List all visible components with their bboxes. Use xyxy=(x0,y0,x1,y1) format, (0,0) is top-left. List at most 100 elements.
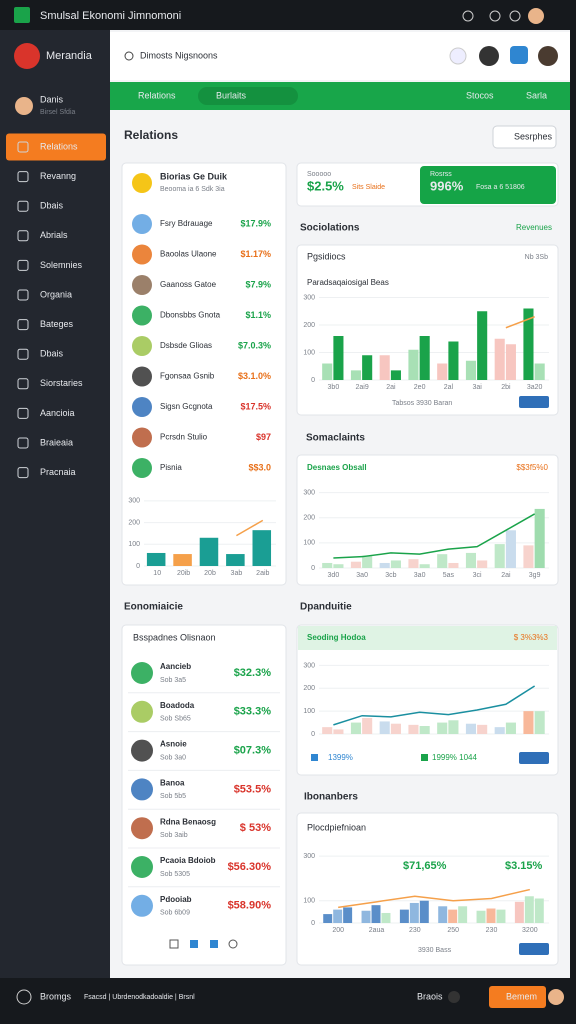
bar xyxy=(350,722,362,734)
search-text[interactable]: Dimosts Nigsnoons xyxy=(140,50,218,60)
chart-tool[interactable] xyxy=(519,943,549,955)
bar xyxy=(505,722,516,734)
x-tick-label: 2al xyxy=(444,384,454,391)
page-button[interactable] xyxy=(228,939,238,949)
y-tick-label: 100 xyxy=(303,349,315,356)
bar xyxy=(448,341,459,380)
bar xyxy=(362,355,373,380)
y-tick-label: 100 xyxy=(128,541,140,548)
avatar xyxy=(132,397,152,417)
footer-button-text[interactable]: Bemem xyxy=(506,991,537,1001)
nav-link[interactable]: Relations xyxy=(138,90,176,100)
row-name[interactable]: Asnoie xyxy=(160,740,187,749)
x-tick-label: 3200 xyxy=(522,927,538,934)
panel-title: Seoding Hodoa xyxy=(307,633,366,642)
bar xyxy=(419,564,430,568)
row-name[interactable]: Boadoda xyxy=(160,701,195,710)
chart-tool[interactable] xyxy=(519,396,549,408)
panel-title: Desnaes Obsall xyxy=(307,463,367,472)
notification[interactable] xyxy=(449,47,467,65)
page-button[interactable] xyxy=(169,939,179,949)
y-tick-label: 0 xyxy=(311,565,315,572)
contact-name[interactable]: Pisnia xyxy=(160,463,182,472)
search-button[interactable] xyxy=(492,125,557,149)
menu-item[interactable]: Pracnaia xyxy=(40,467,76,477)
user-avatar xyxy=(15,97,33,115)
window-icon[interactable] xyxy=(509,10,521,22)
avatar xyxy=(131,700,153,723)
x-tick-label: 3a0 xyxy=(356,572,368,579)
stat-value: 996% xyxy=(430,178,464,193)
row-name[interactable]: Aancieb xyxy=(160,662,191,671)
window-icon[interactable] xyxy=(462,10,474,22)
menu-item[interactable]: Relations xyxy=(40,141,78,151)
contact-name[interactable]: Fgonsaa Gsnib xyxy=(160,372,215,381)
x-tick-label: 3ab xyxy=(231,570,243,577)
bar xyxy=(408,724,419,734)
bar xyxy=(371,905,381,923)
pill-text[interactable]: Burlaits xyxy=(216,90,247,100)
x-tick-label: 2e0 xyxy=(414,384,426,391)
panel-title: Bsspadnes Olisnaon xyxy=(133,632,216,642)
footer-button[interactable] xyxy=(489,986,546,1008)
bar xyxy=(486,908,496,923)
y-tick-label: 0 xyxy=(311,731,315,738)
section-title: Sociolations xyxy=(300,223,360,234)
bar xyxy=(408,559,419,568)
menu-item[interactable]: Aancioia xyxy=(40,408,75,418)
contact-name[interactable]: Baoolas Ulaone xyxy=(160,250,217,259)
x-tick-label: 3d0 xyxy=(328,572,340,579)
section-link[interactable]: Revenues xyxy=(516,223,552,232)
contact-value: $97 xyxy=(256,432,271,442)
row-name[interactable]: Banoa xyxy=(160,779,185,788)
menu-item[interactable]: Dbais xyxy=(40,349,64,359)
pill[interactable] xyxy=(198,87,298,105)
menu-item[interactable]: Dbais xyxy=(40,201,64,211)
x-tick-label: 2ai xyxy=(386,384,396,391)
bar xyxy=(458,906,468,923)
contact-name[interactable]: Sigsn Gcgnota xyxy=(160,402,213,411)
window-icon[interactable] xyxy=(489,10,501,22)
menu-item[interactable]: Siorstaries xyxy=(40,378,83,388)
y-tick-label: 200 xyxy=(303,515,315,522)
menu-item[interactable]: Organia xyxy=(40,289,72,299)
chart-tool[interactable] xyxy=(519,752,549,764)
menu-item[interactable]: Braieaia xyxy=(40,437,73,447)
menu-item[interactable]: Abrials xyxy=(40,230,68,240)
x-tick-label: 2ai xyxy=(501,572,511,579)
y-tick-label: 300 xyxy=(303,853,315,860)
contact-name[interactable]: Pcrsdn Stulio xyxy=(160,433,208,442)
row-name[interactable]: Pdooiab xyxy=(160,895,192,904)
menu-item[interactable]: Revanng xyxy=(40,171,76,181)
contact-name[interactable]: Dsbsde Glioas xyxy=(160,341,212,350)
menu-item[interactable]: Bateges xyxy=(40,319,74,329)
avatar[interactable] xyxy=(548,989,564,1005)
icon-button[interactable] xyxy=(510,46,528,64)
avatar[interactable] xyxy=(538,46,558,66)
contact-name[interactable]: Fsry Bdrauage xyxy=(160,219,213,228)
avatar xyxy=(132,305,152,326)
row-sub: Sob 3a5 xyxy=(160,677,186,684)
search-button-text[interactable]: Sesrphes xyxy=(514,131,553,141)
bar xyxy=(477,724,488,734)
footer-icon[interactable] xyxy=(16,989,32,1005)
menu-icon xyxy=(17,378,29,390)
row-name[interactable]: Pcaoia Bdoiob xyxy=(160,856,216,865)
nav-link[interactable]: Stocos xyxy=(466,90,494,100)
bar xyxy=(390,370,401,380)
footer-links[interactable]: Fsacsd | Ubrdenodkadoaldie | Brsnl xyxy=(84,994,195,1001)
contact-name[interactable]: Dbonsbbs Gnota xyxy=(160,311,221,320)
avatar[interactable] xyxy=(448,991,460,1003)
page-button[interactable] xyxy=(190,940,198,948)
avatar[interactable] xyxy=(528,8,544,24)
avatar[interactable] xyxy=(479,46,499,66)
contact-name[interactable]: Gaanoss Gatoe xyxy=(160,280,217,289)
bar xyxy=(333,729,344,734)
page-button[interactable] xyxy=(210,940,218,948)
app-icon xyxy=(14,7,30,23)
footer-text: Braois xyxy=(417,991,443,1001)
menu-item[interactable]: Solemnies xyxy=(40,260,83,270)
row-name[interactable]: Rdna Benaosg xyxy=(160,817,216,826)
nav-link[interactable]: Sarla xyxy=(526,90,547,100)
